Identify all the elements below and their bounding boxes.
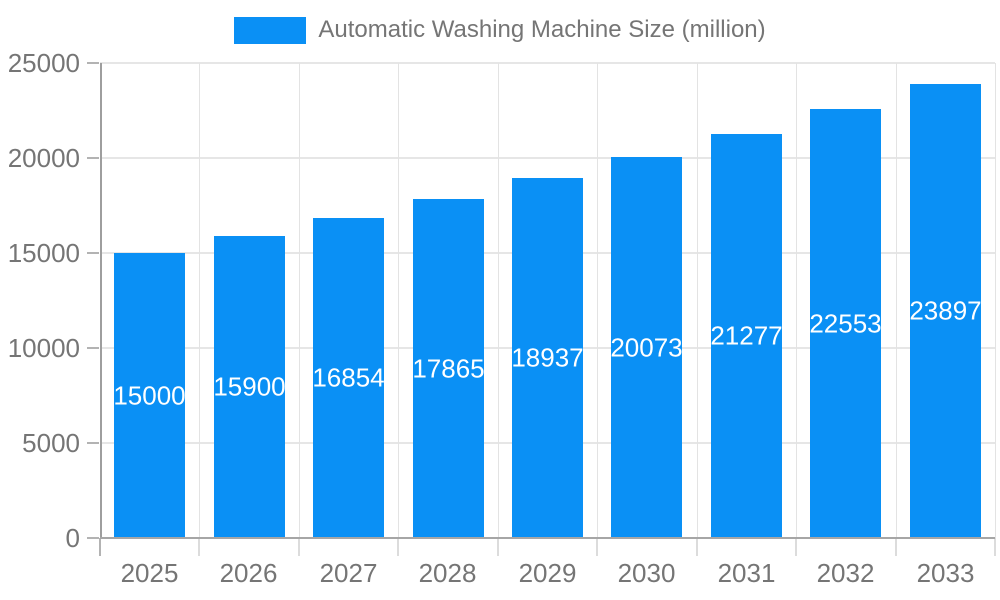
x-axis-tick-label: 2032 xyxy=(816,558,875,588)
y-tick-mark xyxy=(87,347,99,349)
category-separator xyxy=(597,63,598,538)
y-axis-tick-label: 25000 xyxy=(7,48,80,78)
y-axis-tick-label: 5000 xyxy=(22,428,80,458)
bar-2028[interactable]: 17865 xyxy=(412,199,485,538)
bar-value-label: 17865 xyxy=(412,353,485,383)
bar-2030[interactable]: 20073 xyxy=(610,157,683,538)
category-separator xyxy=(796,63,797,538)
bar-2025[interactable]: 15000 xyxy=(113,253,186,538)
category-separator xyxy=(498,63,499,538)
bar-value-label: 16854 xyxy=(312,362,385,393)
y-tick-mark xyxy=(87,62,99,64)
bar-value-label: 23897 xyxy=(909,295,982,326)
bar-value-label: 22553 xyxy=(809,308,882,338)
x-tick-mark xyxy=(596,538,598,556)
bar-value-label: 15000 xyxy=(113,380,186,410)
y-axis-tick-label: 20000 xyxy=(7,143,80,173)
x-tick-mark xyxy=(397,538,399,556)
x-tick-mark xyxy=(895,538,897,556)
x-tick-mark xyxy=(198,538,200,556)
x-axis-tick-label: 2033 xyxy=(916,558,975,588)
category-separator xyxy=(199,63,200,538)
bar-2029[interactable]: 18937 xyxy=(511,178,584,538)
category-separator xyxy=(896,63,897,538)
y-tick-mark xyxy=(87,442,99,444)
legend-swatch xyxy=(234,16,307,44)
legend: Automatic Washing Machine Size (million) xyxy=(0,16,1000,44)
x-axis-tick-label: 2030 xyxy=(617,558,676,588)
y-tick-mark xyxy=(87,252,99,254)
y-axis-tick-label: 10000 xyxy=(7,333,80,363)
gridline xyxy=(100,157,995,159)
legend-label: Automatic Washing Machine Size (million) xyxy=(318,16,766,43)
bar-2032[interactable]: 22553 xyxy=(809,109,882,538)
bar-value-label: 15900 xyxy=(213,371,286,402)
x-tick-mark xyxy=(994,538,996,556)
x-tick-mark xyxy=(298,538,300,556)
bar-2027[interactable]: 16854 xyxy=(312,218,385,538)
bar-value-label: 18937 xyxy=(511,342,584,373)
x-axis-tick-label: 2029 xyxy=(518,558,577,588)
x-tick-mark xyxy=(795,538,797,556)
x-axis-tick-label: 2026 xyxy=(219,558,278,588)
x-axis-line xyxy=(100,537,995,539)
bar-2026[interactable]: 15900 xyxy=(213,236,286,538)
bar-value-label: 20073 xyxy=(610,332,683,362)
bar-value-label: 21277 xyxy=(710,320,783,351)
x-axis-tick-label: 2027 xyxy=(319,558,378,588)
y-tick-mark xyxy=(87,157,99,159)
x-tick-mark xyxy=(99,538,101,556)
bar-2031[interactable]: 21277 xyxy=(710,134,783,538)
y-tick-mark xyxy=(87,537,99,539)
x-axis-tick-label: 2028 xyxy=(418,558,477,588)
category-separator xyxy=(697,63,698,538)
category-separator xyxy=(299,63,300,538)
category-separator xyxy=(398,63,399,538)
category-separator xyxy=(995,63,996,538)
x-tick-mark xyxy=(497,538,499,556)
x-tick-mark xyxy=(696,538,698,556)
x-axis-tick-label: 2025 xyxy=(120,558,179,588)
y-axis-line xyxy=(100,63,102,538)
x-axis-tick-label: 2031 xyxy=(717,558,776,588)
y-axis-tick-label: 0 xyxy=(65,523,80,553)
y-axis-tick-label: 15000 xyxy=(7,238,80,268)
gridline xyxy=(100,62,995,64)
bar-2033[interactable]: 23897 xyxy=(909,84,982,538)
